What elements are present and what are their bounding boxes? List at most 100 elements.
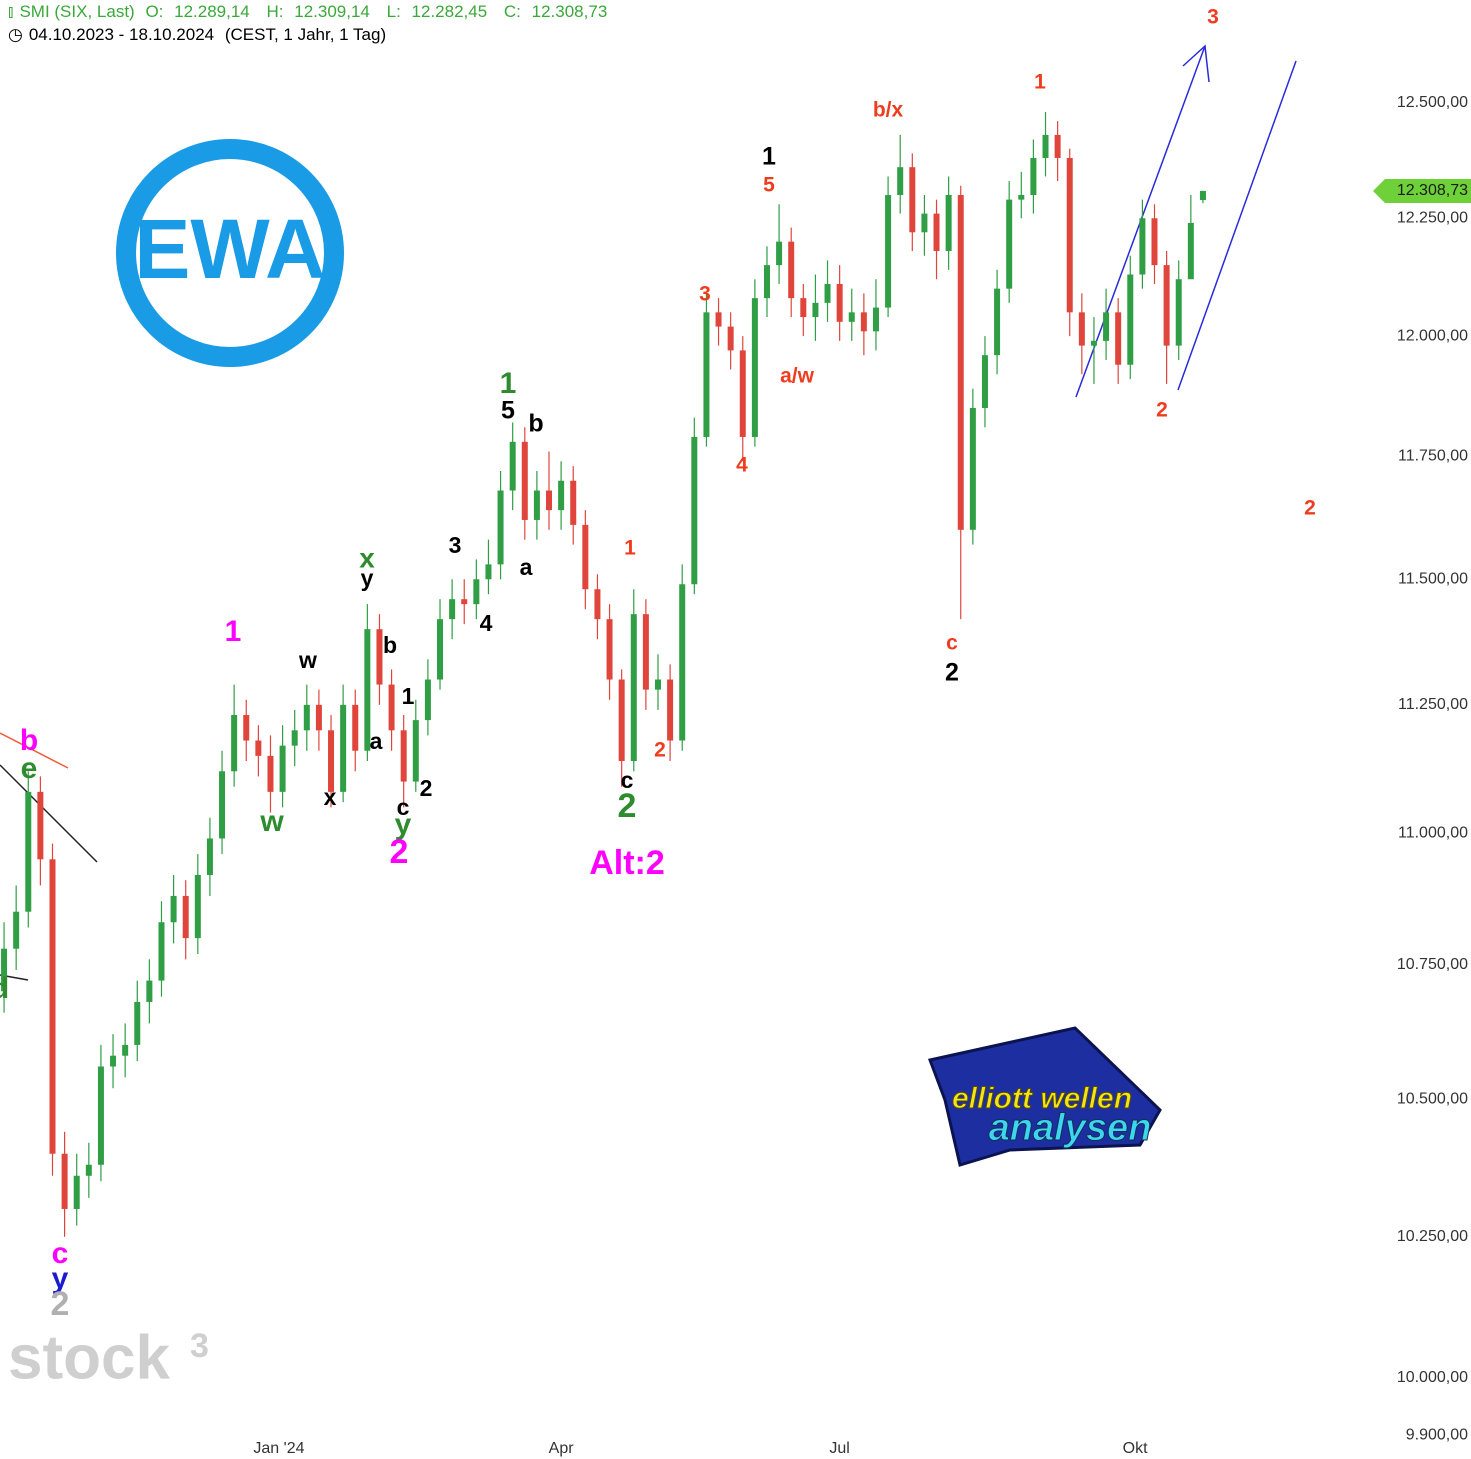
candle-body [85, 1164, 92, 1176]
wave-label: 3 [449, 532, 462, 558]
wave-label: y [361, 565, 374, 591]
candle-body [61, 1153, 68, 1209]
wave-label: a [370, 728, 383, 754]
candle-body [497, 490, 504, 565]
candle-body [824, 283, 831, 303]
y-tick-label: 11.500,00 [1398, 570, 1468, 587]
wave-label: x [359, 542, 375, 573]
wave-label: c [52, 1237, 69, 1270]
candle-body [788, 241, 795, 299]
candle-body [110, 1055, 117, 1067]
candle-body [872, 307, 879, 332]
wave-label: 2 [945, 659, 959, 687]
wave-label: 1 [225, 615, 242, 648]
candles [1, 111, 1206, 1237]
ohlc-field: L: 12.282,45 [387, 2, 494, 21]
candle-body [739, 350, 746, 437]
ewa-ring [116, 139, 344, 367]
candle-body [727, 326, 734, 351]
ohlc-value: 12.282,45 [411, 2, 488, 21]
candle-body [945, 194, 952, 252]
ohlc-field: C: 12.308,73 [504, 2, 613, 21]
candle-body [485, 564, 492, 580]
ewa-text: EWA [134, 202, 325, 296]
ohlc-value: 12.289,14 [174, 2, 250, 21]
candle-body [630, 614, 637, 762]
wave-label: 4 [480, 610, 493, 636]
candle-body [1175, 279, 1182, 346]
x-tick-label: Okt [1123, 1440, 1148, 1457]
candle-body [49, 859, 56, 1154]
watermark-sup: 3 [190, 1327, 209, 1365]
candle-body [255, 740, 262, 756]
wave-label: Alt:2 [589, 844, 665, 882]
wave-label: 1 [624, 537, 636, 560]
candle-body [776, 241, 783, 266]
candle-body [400, 730, 407, 782]
x-tick-label: Apr [549, 1440, 575, 1457]
candle-body [219, 771, 226, 839]
y-tick-label: 12.250,00 [1397, 209, 1468, 226]
candle-body [860, 312, 867, 332]
candle-body [654, 679, 661, 690]
candle-body [594, 589, 601, 620]
wave-label: a/w [780, 365, 815, 388]
wave-label: 1 [1034, 71, 1046, 94]
candle-body [134, 1001, 141, 1045]
ohlc-key: H: [266, 2, 284, 21]
period: 04.10.2023 - 18.10.2024 [28, 25, 215, 44]
wave-label: 2 [390, 833, 409, 871]
candle-body [424, 679, 431, 721]
ohlc-field: O: 12.289,14 [145, 2, 255, 21]
last-price-badge [1373, 178, 1471, 203]
candle-body [194, 874, 201, 939]
clock-icon: ◷ [8, 25, 23, 44]
wave-label: b [383, 632, 397, 658]
candle-body [206, 838, 213, 875]
candle-body [933, 213, 940, 252]
y-tick-label: 12.500,00 [1397, 94, 1468, 111]
ewa-logo: EWA [116, 139, 344, 367]
ohlc-field: H: 12.309,14 [267, 2, 376, 21]
candle-body [37, 791, 44, 860]
candle-body [231, 715, 238, 772]
wave-label: 2 [1156, 399, 1168, 422]
candle-body [1054, 134, 1061, 158]
candle-body [703, 312, 710, 437]
candle-body [352, 704, 359, 751]
candle-body [1115, 312, 1122, 365]
candle-body [412, 720, 419, 782]
instrument-name: SMI (SIX, Last) [19, 2, 135, 21]
ewa-brand-logo: elliott wellen analysen [927, 1026, 1162, 1167]
candle-body [1127, 274, 1134, 365]
x-tick-label: Jul [829, 1440, 849, 1457]
wave-label: 3 [1207, 6, 1219, 29]
ohlc-key: O: [145, 2, 164, 21]
candle-body [1187, 222, 1194, 280]
candle-body [303, 704, 310, 731]
watermark: stock [8, 1323, 170, 1392]
candle-body [376, 629, 383, 685]
x-tick-label: Jan '24 [253, 1440, 304, 1457]
candle-body [182, 895, 189, 939]
candle-body [751, 298, 758, 437]
wave-label: 1 [500, 367, 517, 400]
wave-label: c [397, 794, 410, 820]
wave-label: x [324, 784, 337, 810]
channel-line [1177, 60, 1297, 391]
last-price-label: 12.308,73 [1397, 182, 1468, 199]
candle-body [1006, 199, 1013, 289]
header-icon: ⫾ [8, 2, 14, 21]
candle-body [1078, 312, 1085, 346]
candle-body [13, 911, 20, 949]
candle-body [25, 791, 32, 912]
candle-body [1139, 218, 1146, 275]
candle-body [364, 629, 371, 751]
wave-label: d [0, 972, 9, 1005]
wave-label: 1 [402, 683, 415, 709]
axes: 9.900,00 10.000,00 10.250,00 10.500,00 10.75… [253, 94, 1471, 1457]
candle-body [170, 895, 177, 923]
candle-body [146, 980, 153, 1002]
candle-body [340, 704, 347, 792]
